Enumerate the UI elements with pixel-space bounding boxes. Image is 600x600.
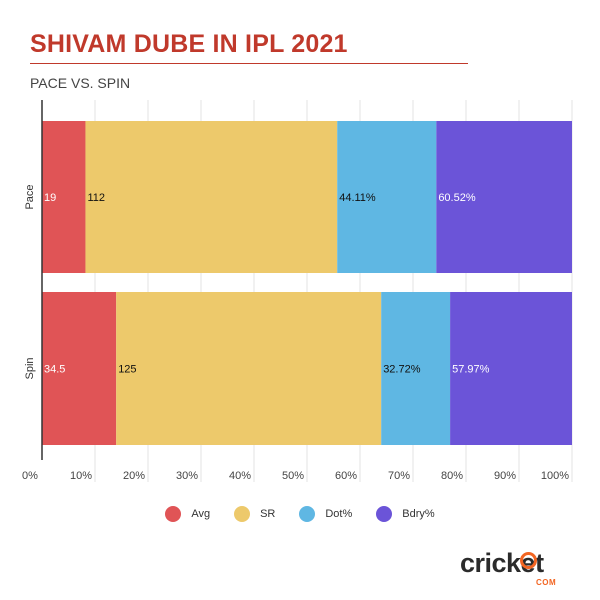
bar-value-label: 44.11% — [339, 192, 376, 204]
x-tick-label: 70% — [388, 470, 410, 482]
legend-swatch-icon — [165, 506, 182, 522]
logo-suffix: COM — [536, 578, 557, 587]
legend-swatch-icon — [234, 506, 251, 522]
x-tick-label: 100% — [541, 470, 569, 482]
bar-value-label: 112 — [87, 192, 105, 204]
bar-segment — [42, 121, 86, 273]
legend-item: SR — [234, 506, 275, 522]
x-tick-label: 0% — [22, 470, 38, 482]
bar-segment — [85, 121, 338, 273]
logo-ball-icon — [520, 552, 537, 569]
legend-label: Dot% — [325, 508, 353, 520]
legend-swatch-icon — [376, 506, 393, 522]
bar-value-label: 57.97% — [452, 364, 490, 376]
category-label: Spin — [24, 357, 36, 379]
x-tick-label: 20% — [123, 470, 145, 482]
legend-label: Bdry% — [402, 508, 435, 520]
bar-value-label: 125 — [118, 364, 136, 376]
legend-swatch-icon — [299, 506, 316, 522]
legend-item: Avg — [165, 506, 210, 522]
cricket-com-logo: cricket COM — [460, 548, 578, 588]
x-tick-label: 30% — [176, 470, 198, 482]
bar-value-label: 60.52% — [438, 192, 476, 204]
chart-legend: Avg SR Dot% Bdry% — [0, 506, 600, 522]
bars — [42, 121, 572, 445]
legend-label: Avg — [191, 508, 211, 520]
bar-segment — [436, 121, 572, 273]
bar-segment — [42, 292, 117, 445]
x-tick-label: 80% — [441, 470, 463, 482]
chart-title: SHIVAM DUBE IN IPL 2021 — [30, 30, 348, 58]
bar-value-label: 34.5 — [44, 364, 65, 376]
bar-segment — [116, 292, 382, 445]
bar-value-label: 19 — [44, 192, 56, 204]
x-tick-label: 90% — [494, 470, 516, 482]
bar-value-label: 32.72% — [383, 364, 421, 376]
bar-labels: 19 112 44.11% 60.52% 34.5 125 32.72% 57.97% — [44, 192, 490, 376]
title-underline — [30, 63, 468, 64]
axes: 0% 10% 20% 30% 40% 50% 60% 70% 80% 90% 100% Pace Spi… — [22, 100, 569, 482]
chart-subtitle: PACE VS. SPIN — [30, 75, 131, 91]
x-tick-label: 40% — [229, 470, 251, 482]
legend-item: Bdry% — [376, 506, 435, 522]
x-tick-label: 50% — [282, 470, 304, 482]
legend-item: Dot% — [299, 506, 352, 522]
bar-segment — [381, 292, 451, 445]
bar-segment — [450, 292, 572, 445]
bar-segment — [337, 121, 437, 273]
category-label: Pace — [24, 184, 36, 209]
x-tick-label: 60% — [335, 470, 357, 482]
legend-label: SR — [260, 508, 276, 520]
x-tick-label: 10% — [70, 470, 92, 482]
